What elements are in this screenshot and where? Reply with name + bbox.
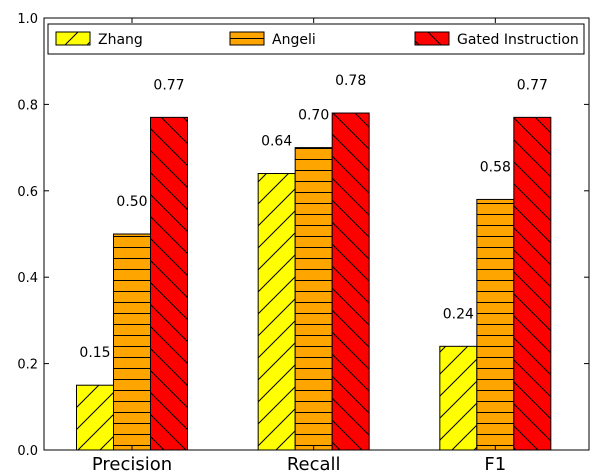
y-tick-label: 0.8 <box>17 98 38 113</box>
x-tick-label-f1: F1 <box>484 454 506 472</box>
bar-hatch-zhang-recall <box>257 173 296 451</box>
y-tick-label: 1.0 <box>17 12 38 27</box>
legend-swatch-hatch <box>229 31 265 46</box>
x-tick-label-precision: Precision <box>92 454 172 472</box>
bar-hatch-gated-instruction-precision <box>150 116 188 451</box>
data-label-angeli-f1: 0.58 <box>480 159 511 175</box>
data-label-gated-instruction-recall: 0.78 <box>335 73 366 89</box>
y-tick-label: 0.6 <box>17 185 38 200</box>
bars-layer <box>76 112 552 451</box>
bar-hatch-gated-instruction-recall <box>331 112 370 451</box>
legend-swatch-hatch <box>414 31 450 46</box>
legend-swatch-hatch <box>55 31 91 46</box>
bar-hatch-zhang-f1 <box>439 345 478 451</box>
data-label-zhang-f1: 0.24 <box>443 306 474 322</box>
y-tick-label: 0.4 <box>17 271 38 286</box>
data-label-gated-instruction-f1: 0.77 <box>517 77 548 93</box>
y-tick-label: 0.2 <box>17 358 38 373</box>
bar-hatch-angeli-recall <box>294 147 333 451</box>
data-label-zhang-recall: 0.64 <box>261 134 292 150</box>
legend-label-gated-instruction: Gated Instruction <box>457 32 579 48</box>
data-label-angeli-precision: 0.50 <box>116 194 147 210</box>
legend-box <box>47 23 585 55</box>
legend: Zhang Angeli Gated Instruction <box>47 23 585 55</box>
bar-hatch-gated-instruction-f1 <box>513 116 552 451</box>
data-label-gated-instruction-precision: 0.77 <box>153 77 184 93</box>
bar-hatch-angeli-precision <box>113 233 151 451</box>
data-label-zhang-precision: 0.15 <box>79 345 110 361</box>
axes: Precision Recall F1 0.0 0.2 0.4 0.6 0.8 1.0 <box>17 12 590 472</box>
data-labels-layer: 0.15 0.50 0.77 0.64 0.70 0.78 0.24 0.58 0.77 <box>79 73 548 361</box>
x-tick-label-recall: Recall <box>287 454 341 472</box>
y-tick-label: 0.0 <box>17 444 38 459</box>
legend-label-zhang: Zhang <box>98 32 143 48</box>
legend-label-angeli: Angeli <box>272 32 316 48</box>
plot-frame <box>43 17 590 451</box>
bar-hatch-zhang-precision <box>76 384 114 451</box>
data-label-angeli-recall: 0.70 <box>298 108 329 124</box>
bar-hatch-angeli-f1 <box>476 198 515 451</box>
